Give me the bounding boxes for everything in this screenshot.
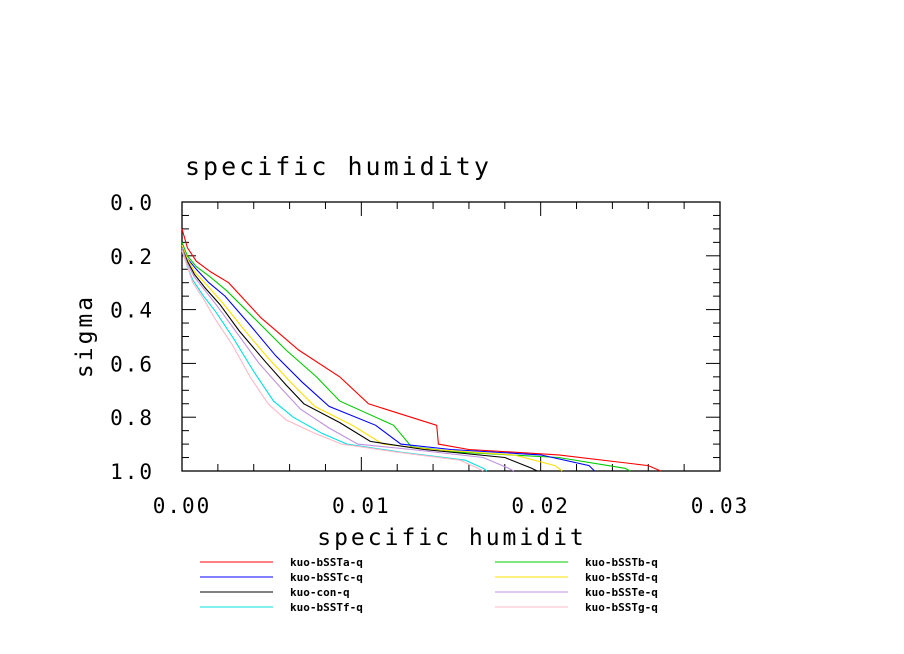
series-line-kuo-bSSTc-q (181, 244, 595, 472)
series-line-kuo-bSSTb-q (181, 242, 631, 472)
series-line-kuo-bSSTa-q (181, 228, 662, 472)
series-line-kuo-bSSTf-q (181, 250, 488, 472)
x-tick-label: 0.00 (153, 494, 212, 518)
y-tick-label: 0.6 (110, 352, 154, 376)
x-axis-label: specific humidit (317, 525, 587, 551)
axis-ticks (181, 201, 721, 472)
legend-label: kuo-con-q (290, 586, 350, 599)
series-line-kuo-bSSTg-q (181, 250, 484, 472)
legend-label: kuo-bSSTb-q (585, 556, 658, 569)
legend-label: kuo-bSSTf-q (290, 601, 363, 614)
x-tick-label: 0.01 (332, 494, 391, 518)
y-tick-label: 1.0 (110, 460, 154, 484)
chart-title: specific humidity (185, 152, 492, 181)
legend-label: kuo-bSSTa-q (290, 556, 363, 569)
x-tick-label: 0.03 (691, 494, 750, 518)
legend-label: kuo-bSSTc-q (290, 571, 363, 584)
legend: kuo-bSSTa-q kuo-bSSTb-q kuo-bSSTc-q kuo-bSS… (200, 556, 658, 614)
series-line-kuo-bSSTe-q (181, 247, 515, 472)
legend-label: kuo-bSSTd-q (585, 571, 658, 584)
plot-frame (181, 201, 721, 472)
x-tick-label: 0.02 (511, 494, 570, 518)
legend-label: kuo-bSSTe-q (585, 586, 658, 599)
y-tick-label: 0.2 (110, 245, 154, 269)
legend-label: kuo-bSSTg-q (585, 601, 658, 614)
plot-area (181, 201, 721, 472)
axis-tick-labels: 0.00 0.01 0.02 0.03 0.0 0.2 0.4 0.6 0.8 1.0 (110, 191, 750, 518)
y-axis-label: sigma (72, 294, 98, 378)
series-line-kuo-con-q (181, 247, 538, 472)
series-line-kuo-bSSTd-q (181, 244, 563, 472)
y-tick-label: 0.8 (110, 406, 154, 430)
y-tick-label: 0.0 (110, 191, 154, 215)
series-lines (181, 228, 662, 472)
y-tick-label: 0.4 (110, 299, 154, 323)
